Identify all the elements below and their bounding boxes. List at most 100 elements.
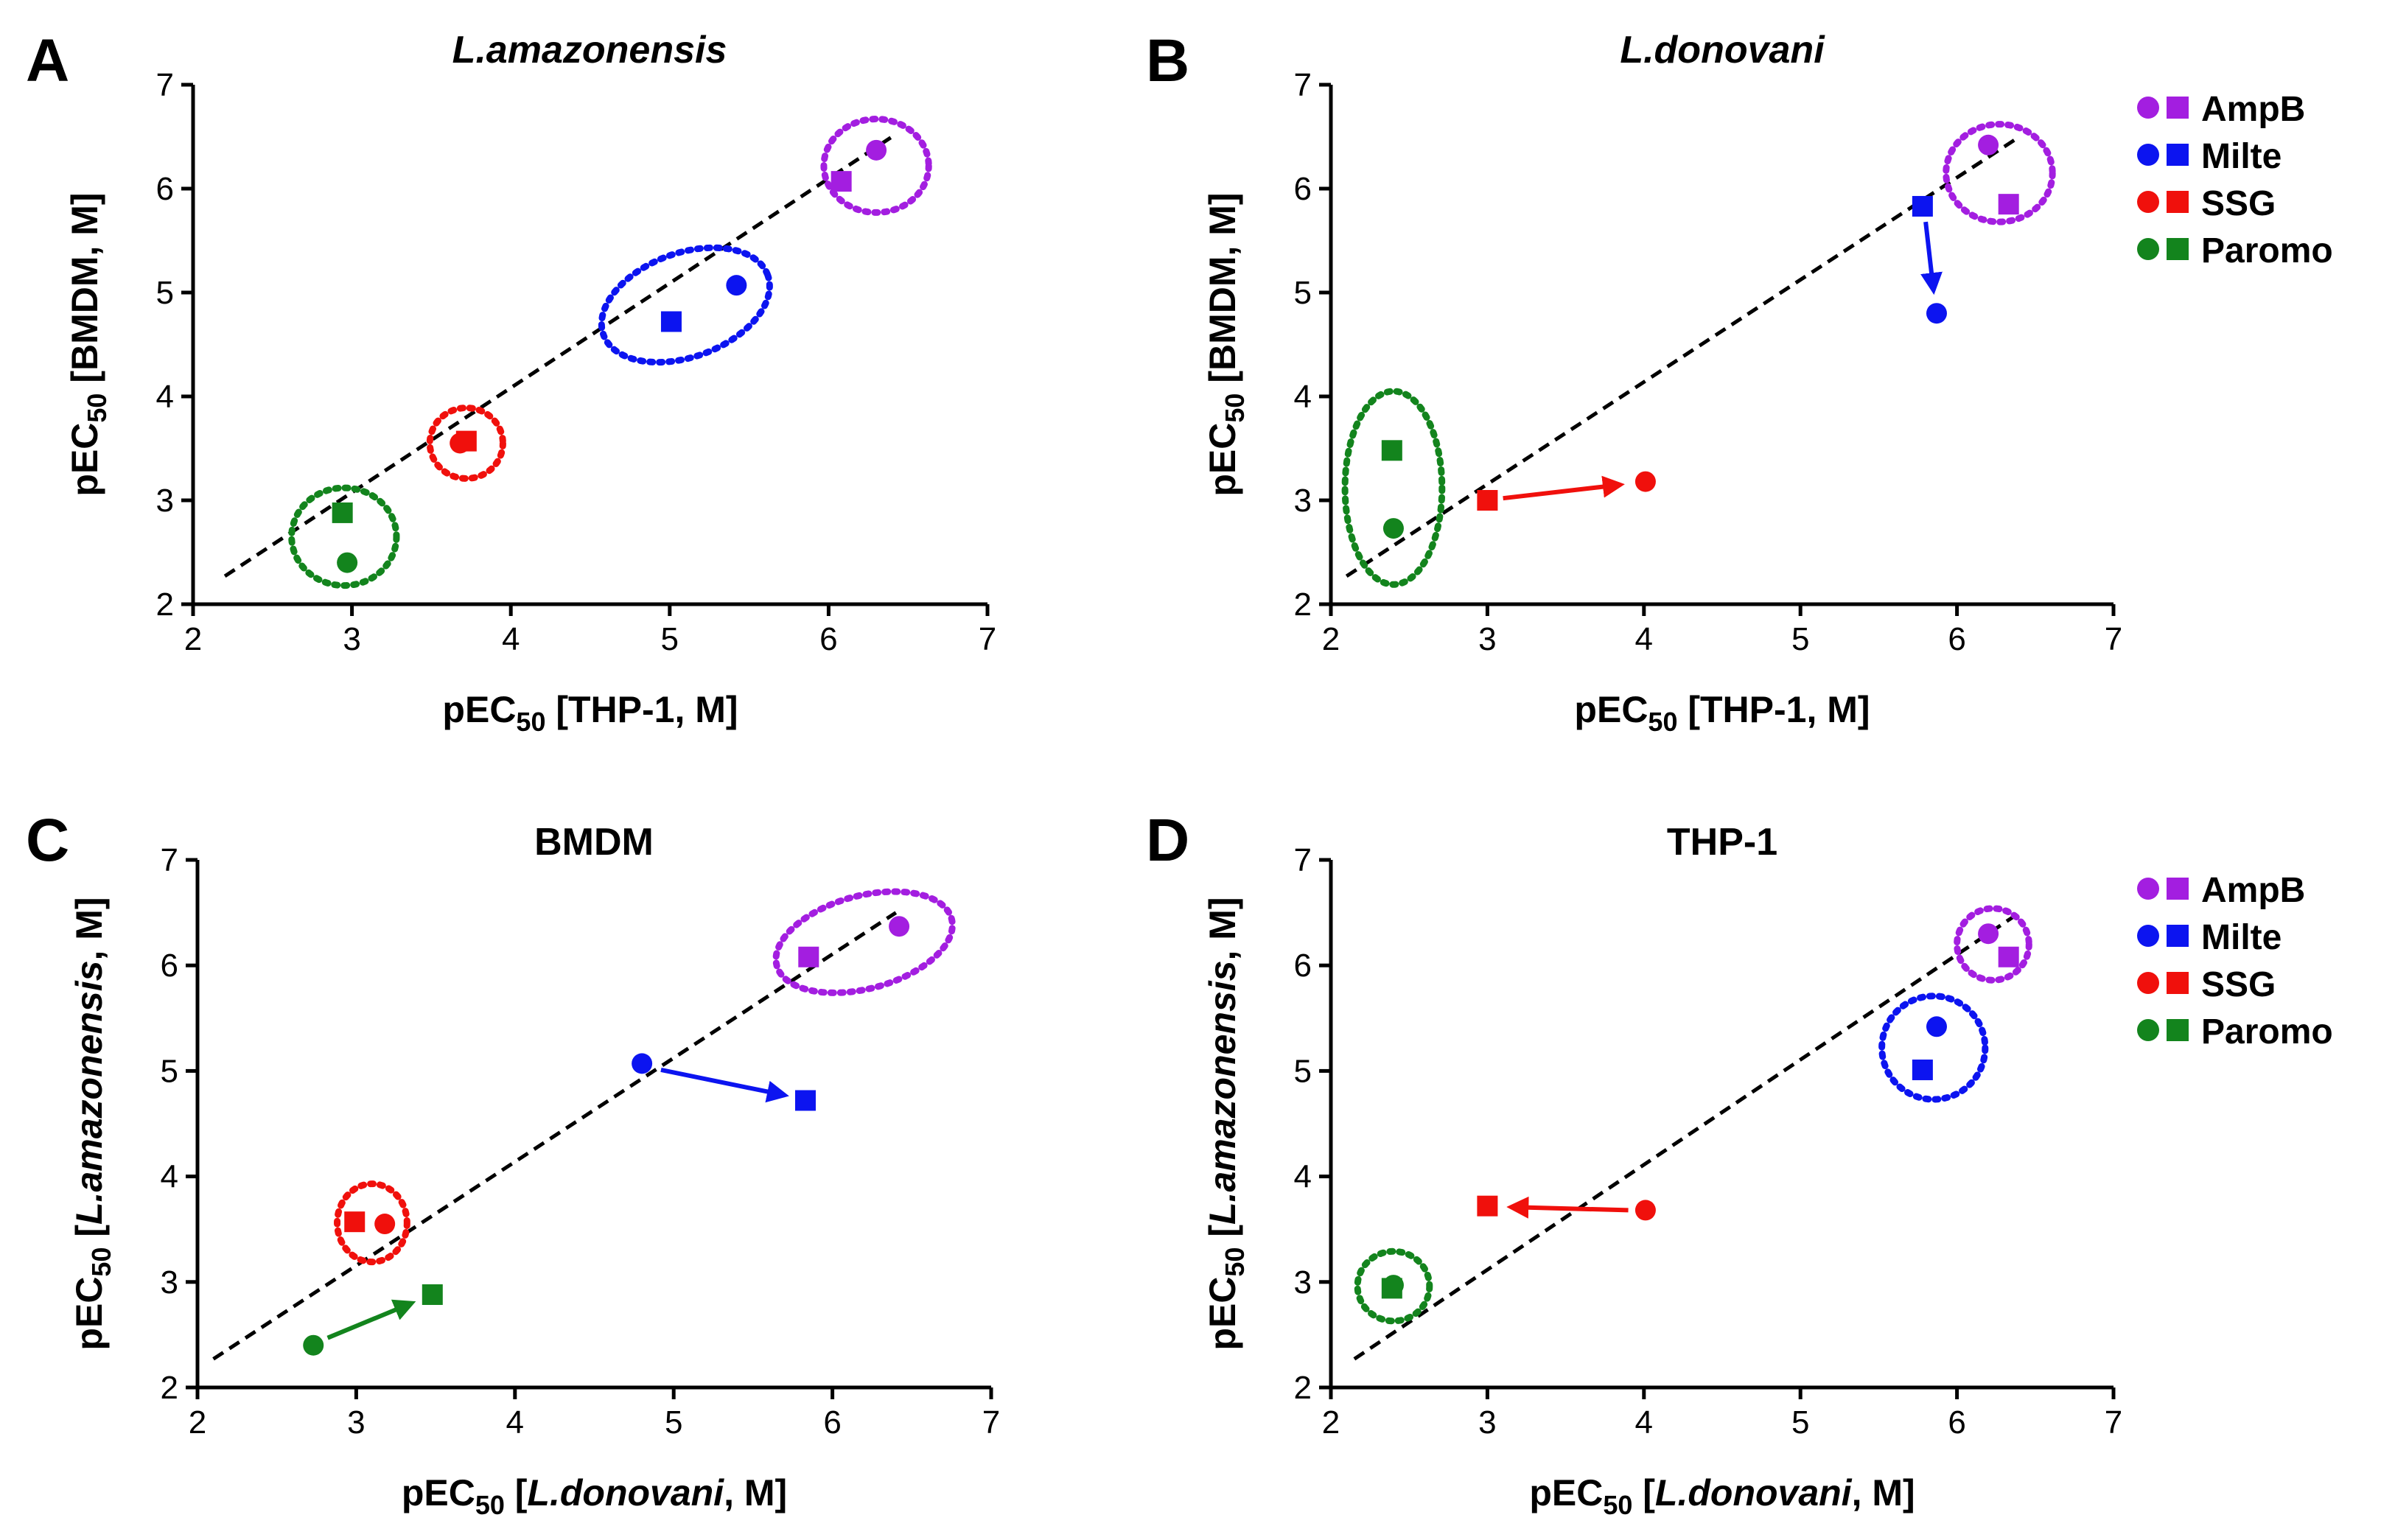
y-tick-label: 2 xyxy=(1294,587,1312,623)
cluster-ring-ssg xyxy=(334,1180,410,1266)
panel-title: L.donovani xyxy=(1620,29,1825,71)
legend-circle-icon xyxy=(2137,97,2159,119)
panel-title: THP-1 xyxy=(1667,821,1777,864)
legend-circle-icon xyxy=(2137,191,2159,213)
cluster-ring-paromo xyxy=(288,484,400,589)
point-ssg-circle xyxy=(1634,1200,1656,1221)
cluster-ring-ampb xyxy=(1943,121,2056,225)
point-ssg-square xyxy=(455,430,477,452)
x-tick-label: 3 xyxy=(1478,621,1496,657)
x-tick-label: 6 xyxy=(1948,621,1965,657)
y-tick-label: 4 xyxy=(156,379,174,415)
identity-line xyxy=(212,911,898,1361)
panel-title: L.amazonensis xyxy=(452,29,727,71)
point-milte-square xyxy=(1912,195,1933,217)
y-tick-label: 5 xyxy=(1294,275,1312,311)
panel-letter-D: D xyxy=(1146,807,1189,874)
y-tick-label: 5 xyxy=(156,275,174,311)
legend-circle-icon xyxy=(2137,972,2159,994)
x-tick-label: 3 xyxy=(343,621,360,657)
shift-arrow-milte xyxy=(1920,221,1943,295)
point-milte-square xyxy=(1912,1059,1933,1080)
y-axis-label: pEC50 [BMDM, M] xyxy=(1202,192,1250,496)
legend-label-ampb: AmpB xyxy=(2201,90,2305,129)
legend-square-icon xyxy=(2167,238,2189,260)
cluster-ring-milte xyxy=(598,244,773,366)
panel-C: C BMDM 2 3 4 5 6 7 2 3 4 5 6 7 pEC50 [L.donovani, M] pE… xyxy=(26,807,1000,1520)
x-tick-label: 5 xyxy=(1791,621,1809,657)
y-tick-label: 5 xyxy=(161,1053,178,1089)
legend: AmpB Milte SSG Paromo xyxy=(2137,90,2333,270)
x-tick-label: 7 xyxy=(2105,1404,2122,1441)
y-tick-label: 3 xyxy=(156,483,174,519)
panel-A: A L.amazonensis 2 3 4 5 6 7 2 3 4 5 6 7 pEC50 [THP-1, … xyxy=(26,27,996,737)
x-axis-label: pEC50 [L.donovani, M] xyxy=(1529,1472,1915,1520)
point-ssg-circle xyxy=(1634,471,1656,492)
legend-square-icon xyxy=(2167,925,2189,947)
legend-square-icon xyxy=(2167,144,2189,166)
x-tick-label: 7 xyxy=(979,621,996,657)
y-tick-label: 6 xyxy=(156,171,174,207)
point-ampb-square xyxy=(798,946,819,967)
cluster-ring-ampb xyxy=(772,888,956,996)
x-tick-label: 7 xyxy=(982,1404,1000,1441)
x-tick-label: 7 xyxy=(2105,621,2122,657)
point-ampb-square xyxy=(1998,946,2019,967)
x-tick-label: 2 xyxy=(184,621,202,657)
y-tick-label: 2 xyxy=(1294,1370,1312,1406)
legend-label-ssg: SSG xyxy=(2201,965,2276,1004)
y-axis-label: pEC50 [BMDM, M] xyxy=(64,192,112,496)
cluster-ring-paromo xyxy=(1354,1247,1433,1325)
legend-circle-icon xyxy=(2137,1019,2159,1041)
point-paromo-square xyxy=(1381,1278,1402,1299)
legend-circle-icon xyxy=(2137,878,2159,900)
shift-arrow-ssg xyxy=(1506,1196,1629,1219)
y-tick-label: 6 xyxy=(161,948,178,984)
point-ssg-circle xyxy=(374,1214,396,1235)
legend-label-milte: Milte xyxy=(2201,918,2282,957)
x-tick-label: 2 xyxy=(1322,621,1340,657)
point-ampb-circle xyxy=(889,916,910,937)
point-paromo-square xyxy=(1381,440,1402,461)
shift-arrow-ssg xyxy=(1503,475,1625,501)
legend-label-ssg: SSG xyxy=(2201,184,2276,223)
shift-arrow-paromo xyxy=(326,1299,416,1340)
point-paromo-square xyxy=(332,502,353,523)
point-ssg-square xyxy=(1477,1195,1498,1217)
legend-circle-icon xyxy=(2137,925,2159,947)
x-tick-label: 3 xyxy=(347,1404,365,1441)
point-ampb-square xyxy=(831,171,852,192)
y-tick-label: 3 xyxy=(1294,1264,1312,1301)
legend-square-icon xyxy=(2167,97,2189,119)
point-ssg-square xyxy=(1477,490,1498,511)
x-tick-label: 6 xyxy=(1948,1404,1965,1441)
y-tick-label: 3 xyxy=(161,1264,178,1301)
y-tick-label: 7 xyxy=(156,67,174,103)
legend-label-paromo: Paromo xyxy=(2201,1012,2333,1051)
legend-label-milte: Milte xyxy=(2201,137,2282,176)
point-paromo-square xyxy=(422,1284,443,1305)
x-axis-label: pEC50 [L.donovani, M] xyxy=(402,1472,787,1520)
point-paromo-circle xyxy=(337,552,358,573)
point-milte-circle xyxy=(1926,303,1947,324)
y-tick-label: 6 xyxy=(1294,948,1312,984)
x-tick-label: 2 xyxy=(189,1404,206,1441)
x-tick-label: 4 xyxy=(502,621,520,657)
point-milte-circle xyxy=(726,275,747,296)
y-tick-label: 4 xyxy=(161,1159,178,1195)
y-tick-label: 7 xyxy=(161,842,178,878)
cluster-ring-milte xyxy=(1878,993,1989,1103)
legend-circle-icon xyxy=(2137,238,2159,260)
legend-square-icon xyxy=(2167,1019,2189,1041)
cluster-ring-ampb xyxy=(820,116,932,216)
identity-line xyxy=(1353,911,2021,1361)
x-tick-label: 4 xyxy=(1635,621,1653,657)
panel-letter-A: A xyxy=(26,27,69,94)
point-ampb-circle xyxy=(866,139,887,161)
x-tick-label: 5 xyxy=(1791,1404,1809,1441)
panel-B: B L.donovani 2 3 4 5 6 7 2 3 4 5 6 7 pEC50 [THP-1, M] p… xyxy=(1146,27,2122,737)
x-tick-label: 4 xyxy=(506,1404,524,1441)
point-ampb-circle xyxy=(1978,923,1999,945)
y-tick-label: 2 xyxy=(161,1370,178,1406)
y-tick-label: 7 xyxy=(1294,842,1312,878)
